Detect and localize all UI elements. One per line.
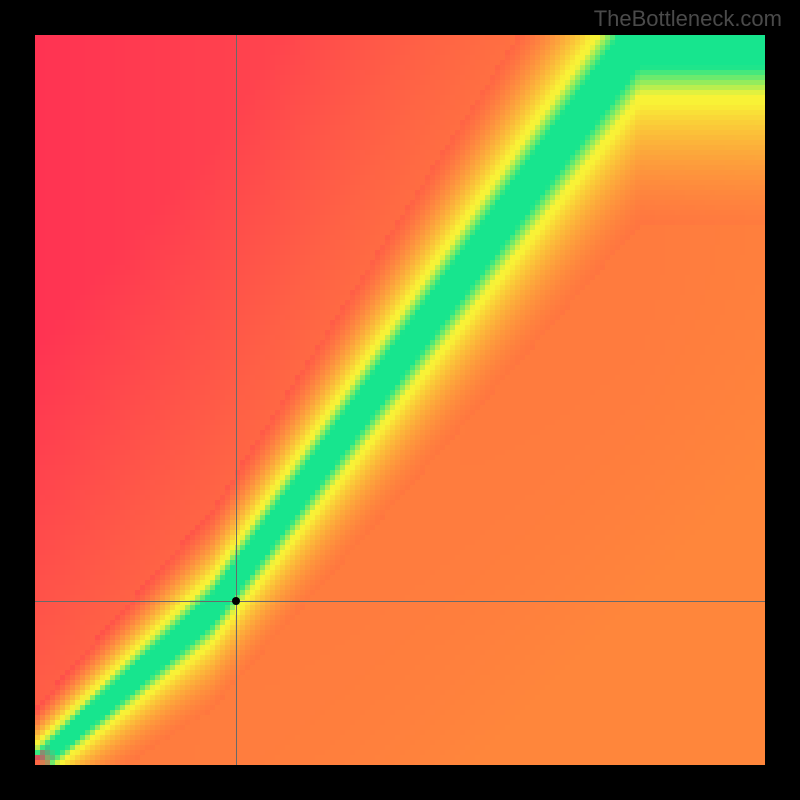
watermark-text: TheBottleneck.com xyxy=(594,6,782,32)
chart-outer: TheBottleneck.com xyxy=(0,0,800,800)
heatmap-canvas xyxy=(35,35,765,765)
plot-area xyxy=(35,35,765,765)
